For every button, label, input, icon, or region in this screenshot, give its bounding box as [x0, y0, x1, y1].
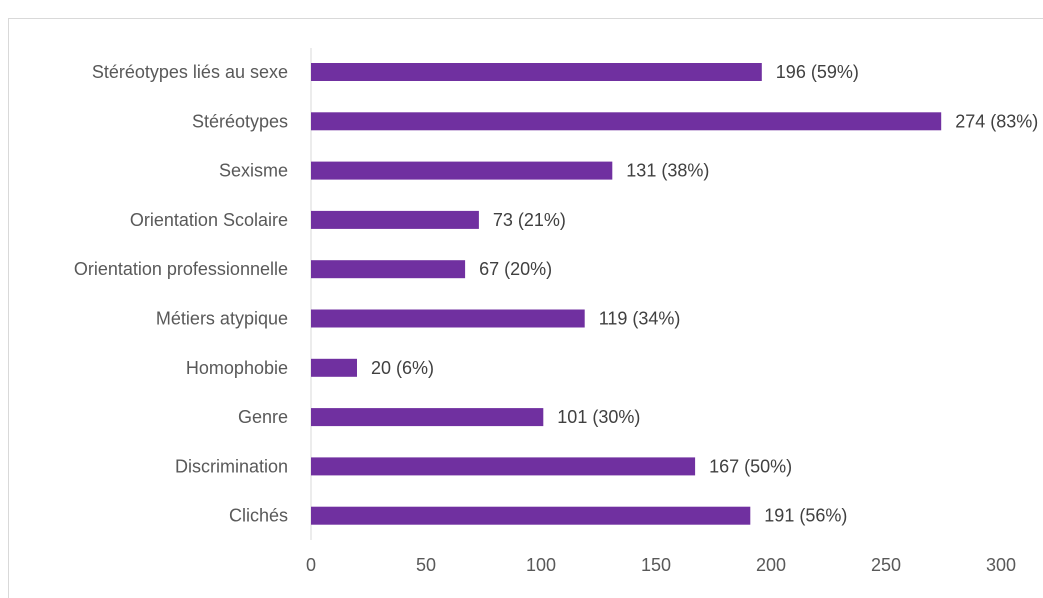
x-tick-label-300: 300: [986, 555, 1016, 575]
category-label-stereotypes: Stéréotypes: [192, 111, 288, 131]
category-label-stereotypes-lies-au-sexe: Stéréotypes liés au sexe: [92, 62, 288, 82]
data-label-orientation-professionnelle: 67 (20%): [479, 259, 552, 279]
x-tick-labels: 0 50 100 150 200 250 300: [306, 555, 1016, 575]
bar-cliches: [311, 506, 751, 525]
bar-stereotypes: [311, 112, 942, 131]
category-label-discrimination: Discrimination: [175, 456, 288, 476]
bar-orientation-professionnelle: [311, 260, 466, 279]
data-label-orientation-scolaire: 73 (21%): [493, 210, 566, 230]
x-tick-label-50: 50: [416, 555, 436, 575]
bar-discrimination: [311, 457, 696, 476]
x-tick-label-200: 200: [756, 555, 786, 575]
bar-genre: [311, 408, 544, 427]
category-label-cliches: Clichés: [229, 506, 288, 526]
data-labels: 196 (59%) 274 (83%) 131 (38%) 73 (21%) 67 (2…: [371, 62, 1038, 526]
bar-homophobie: [311, 358, 357, 377]
category-label-orientation-scolaire: Orientation Scolaire: [130, 210, 288, 230]
category-labels: Stéréotypes liés au sexe Stéréotypes Sexis…: [74, 62, 288, 526]
x-tick-label-150: 150: [641, 555, 671, 575]
x-tick-label-250: 250: [871, 555, 901, 575]
category-label-orientation-professionnelle: Orientation professionnelle: [74, 259, 288, 279]
data-label-stereotypes-lies-au-sexe: 196 (59%): [776, 62, 859, 82]
category-label-sexisme: Sexisme: [219, 161, 288, 181]
data-label-discrimination: 167 (50%): [709, 456, 792, 476]
data-label-cliches: 191 (56%): [764, 506, 847, 526]
x-tick-label-0: 0: [306, 555, 316, 575]
data-label-sexisme: 131 (38%): [626, 161, 709, 181]
bar-stereotypes-lies-au-sexe: [311, 63, 762, 81]
data-label-metiers-atypique: 119 (34%): [599, 309, 681, 329]
category-label-genre: Genre: [238, 407, 288, 427]
bar-chart: Stéréotypes liés au sexe Stéréotypes Sexis…: [74, 48, 1038, 575]
bar-orientation-scolaire: [311, 210, 479, 229]
data-label-stereotypes: 274 (83%): [955, 111, 1038, 131]
category-label-homophobie: Homophobie: [186, 358, 288, 378]
category-label-metiers-atypique: Métiers atypique: [156, 309, 288, 329]
bars-layer: [311, 63, 942, 525]
x-tick-label-100: 100: [526, 555, 556, 575]
bar-metiers-atypique: [311, 309, 585, 328]
data-label-homophobie: 20 (6%): [371, 358, 434, 378]
bar-sexisme: [311, 161, 613, 180]
data-label-genre: 101 (30%): [557, 407, 640, 427]
